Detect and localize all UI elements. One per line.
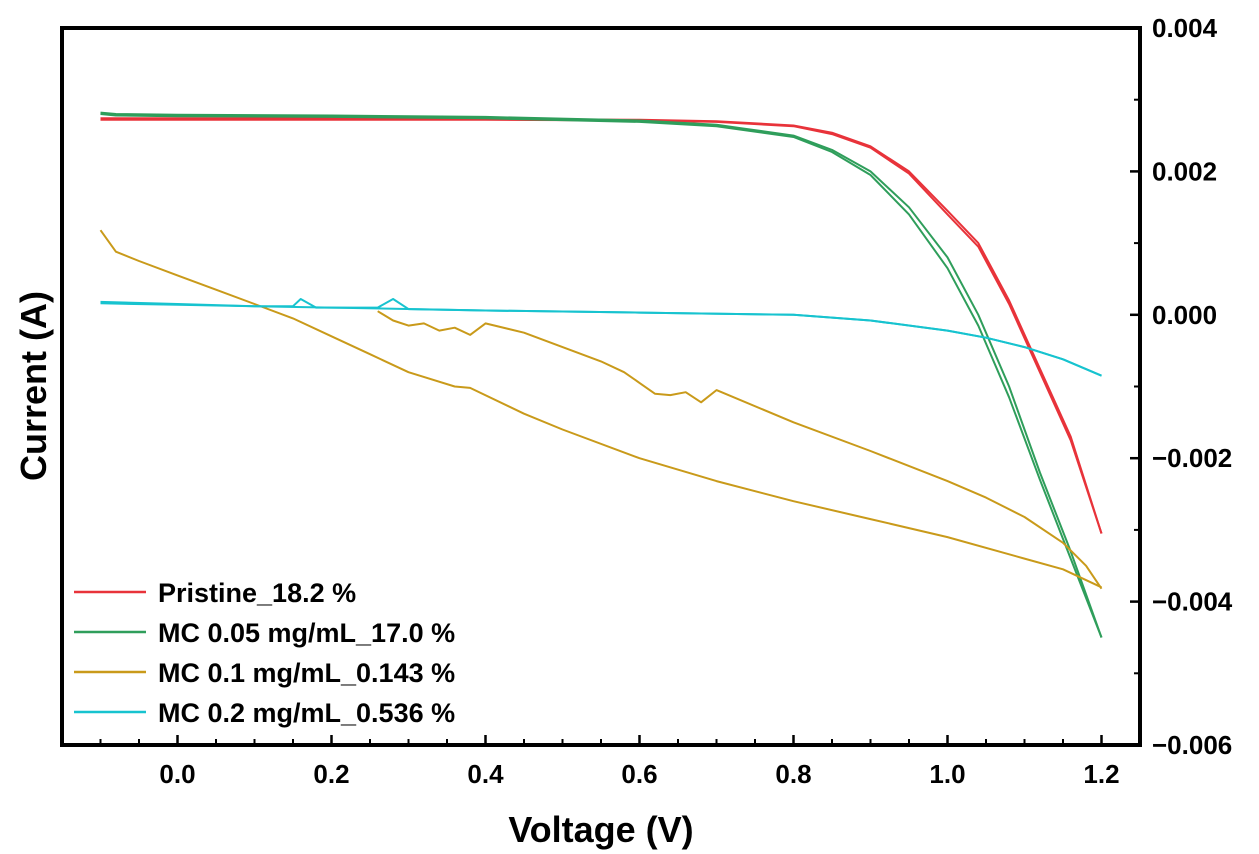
legend-label: MC 0.1 mg/mL_0.143 % [158,658,455,688]
series-line-2-trace-2 [100,113,1103,638]
series-line-1-trace-1 [100,117,1103,534]
x-tick-label: 0.6 [621,759,657,789]
y-tick-label: −0.004 [1152,587,1233,617]
y-tick-label: −0.002 [1152,443,1232,473]
legend-label: MC 0.2 mg/mL_0.536 % [158,698,455,728]
x-tick-label: 1.2 [1083,759,1119,789]
y-axis-title: Current (A) [13,291,54,481]
series-line-4-trace-2 [100,302,1102,377]
y-tick-label: −0.006 [1152,730,1232,760]
y-axis-ticks: 0.004 0.002 0.000 −0.002 −0.004 −0.006 [1130,13,1233,760]
series-line-3-trace-1 [99,229,1102,589]
series-traces [99,111,1103,638]
x-axis-title: Voltage (V) [508,809,693,850]
x-tick-label: 0.2 [313,759,349,789]
legend: Pristine_18.2 % MC 0.05 mg/mL_17.0 % MC 0.… [74,578,455,728]
series-line-4-trace-1 [100,298,1102,377]
y-tick-label: 0.000 [1152,300,1217,330]
y-tick-label: 0.004 [1152,13,1218,43]
series-line-1-trace-2 [100,118,1103,534]
x-tick-label: 0.4 [467,759,504,789]
x-tick-label: 0.0 [159,759,195,789]
legend-label: Pristine_18.2 % [158,578,356,608]
x-tick-label: 0.8 [775,759,811,789]
series-line-3-trace-2 [377,310,1103,590]
y-tick-label: 0.002 [1152,156,1217,186]
series-line-2-trace-1 [100,111,1103,638]
x-axis-ticks: 0.0 0.2 0.4 0.6 0.8 1.0 1.2 [99,735,1120,789]
legend-label: MC 0.05 mg/mL_17.0 % [158,618,455,648]
x-tick-label: 1.0 [929,759,965,789]
